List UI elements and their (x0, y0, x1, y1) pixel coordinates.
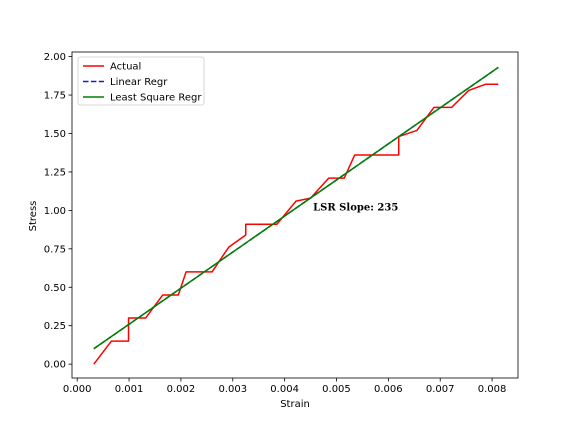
x-tick-label: 0.007 (426, 384, 455, 395)
series-line-1 (93, 83, 499, 365)
axes-frame (71, 51, 519, 379)
series-line-3 (93, 66, 499, 350)
y-tick-label: 2.00 (44, 52, 66, 63)
y-tick-label: 1.50 (44, 129, 66, 140)
legend-label-3: Least Square Regr (110, 93, 202, 104)
x-tick-label: 0.006 (374, 384, 403, 395)
legend: Actual Linear Regr Least Square Regr (77, 56, 205, 106)
x-tick-label: 0.002 (167, 384, 196, 395)
x-tick-label: 0.001 (115, 384, 144, 395)
x-tick-label: 0.004 (270, 384, 299, 395)
y-tick-label: 0.00 (44, 360, 66, 371)
y-axis-label: Stress (28, 201, 39, 232)
legend-label-1: Actual (110, 62, 141, 73)
y-tick-label: 0.50 (44, 283, 66, 294)
x-tick-label: 0.000 (63, 384, 92, 395)
slope-annotation: LSR Slope: 235 (313, 202, 398, 213)
x-tick-label: 0.008 (478, 384, 507, 395)
y-tick-label: 1.25 (44, 167, 66, 178)
x-axis-label: Strain (280, 399, 310, 410)
y-tick-label: 0.75 (44, 244, 66, 255)
y-tick-label: 1.00 (44, 206, 66, 217)
x-tick-label: 0.005 (322, 384, 351, 395)
legend-box (77, 56, 205, 106)
y-tick-label: 1.75 (44, 91, 66, 102)
plot-area (93, 66, 499, 365)
y-tick-label: 0.25 (44, 321, 66, 332)
x-tick-label: 0.003 (218, 384, 247, 395)
axes: 0.000 0.001 0.002 0.003 0.004 0.005 0.006 0.007… (44, 51, 519, 395)
legend-label-2: Linear Regr (110, 77, 168, 88)
